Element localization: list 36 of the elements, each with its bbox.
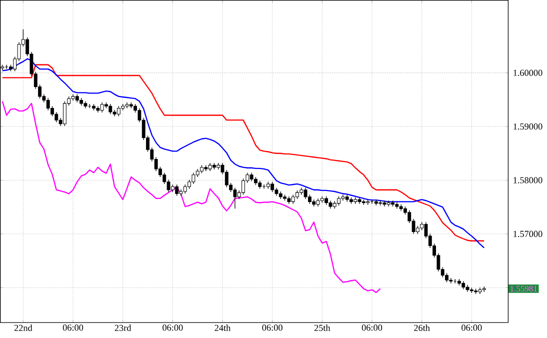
candlestick xyxy=(192,172,196,184)
candlestick xyxy=(445,272,448,282)
x-tick-label: 23rd xyxy=(114,324,132,331)
candlestick xyxy=(304,187,308,200)
x-tick-label: 25th xyxy=(314,324,330,331)
candlestick xyxy=(175,184,179,196)
candlestick xyxy=(337,196,340,206)
candlestick xyxy=(96,106,100,113)
candlestick xyxy=(46,98,50,111)
candlestick xyxy=(382,200,386,207)
x-tick-label: 22nd xyxy=(14,324,32,331)
x-tick-label: 06:00 xyxy=(462,324,482,331)
x-tick-label: 06:00 xyxy=(62,324,84,331)
x-tick-label: 06:00 xyxy=(262,324,282,331)
candlestick xyxy=(270,181,274,192)
x-tick-label: 26th xyxy=(414,324,430,331)
candlestick xyxy=(100,102,104,113)
text: 1.55981 xyxy=(510,286,537,292)
candlestick xyxy=(242,178,245,195)
y-tick-label: 1.59000 xyxy=(514,123,542,130)
candlestick xyxy=(116,106,120,117)
candlestick xyxy=(54,112,58,122)
x-tick-label: 24th xyxy=(214,324,231,331)
candlestick xyxy=(291,194,295,204)
candlestick xyxy=(62,100,66,126)
y-tick-label: 1.58000 xyxy=(514,176,542,184)
candlestick xyxy=(108,104,112,114)
x-tick-label: 06:00 xyxy=(362,324,382,331)
x-tick-label: 06:00 xyxy=(162,324,183,331)
y-tick-label: 1.60000 xyxy=(514,70,542,76)
candlestick xyxy=(341,194,345,201)
candlestick xyxy=(125,102,129,108)
candlestick xyxy=(183,184,187,194)
y-tick-label: 1.57000 xyxy=(514,230,542,237)
candlestick xyxy=(478,287,482,294)
candlestick xyxy=(233,187,237,209)
